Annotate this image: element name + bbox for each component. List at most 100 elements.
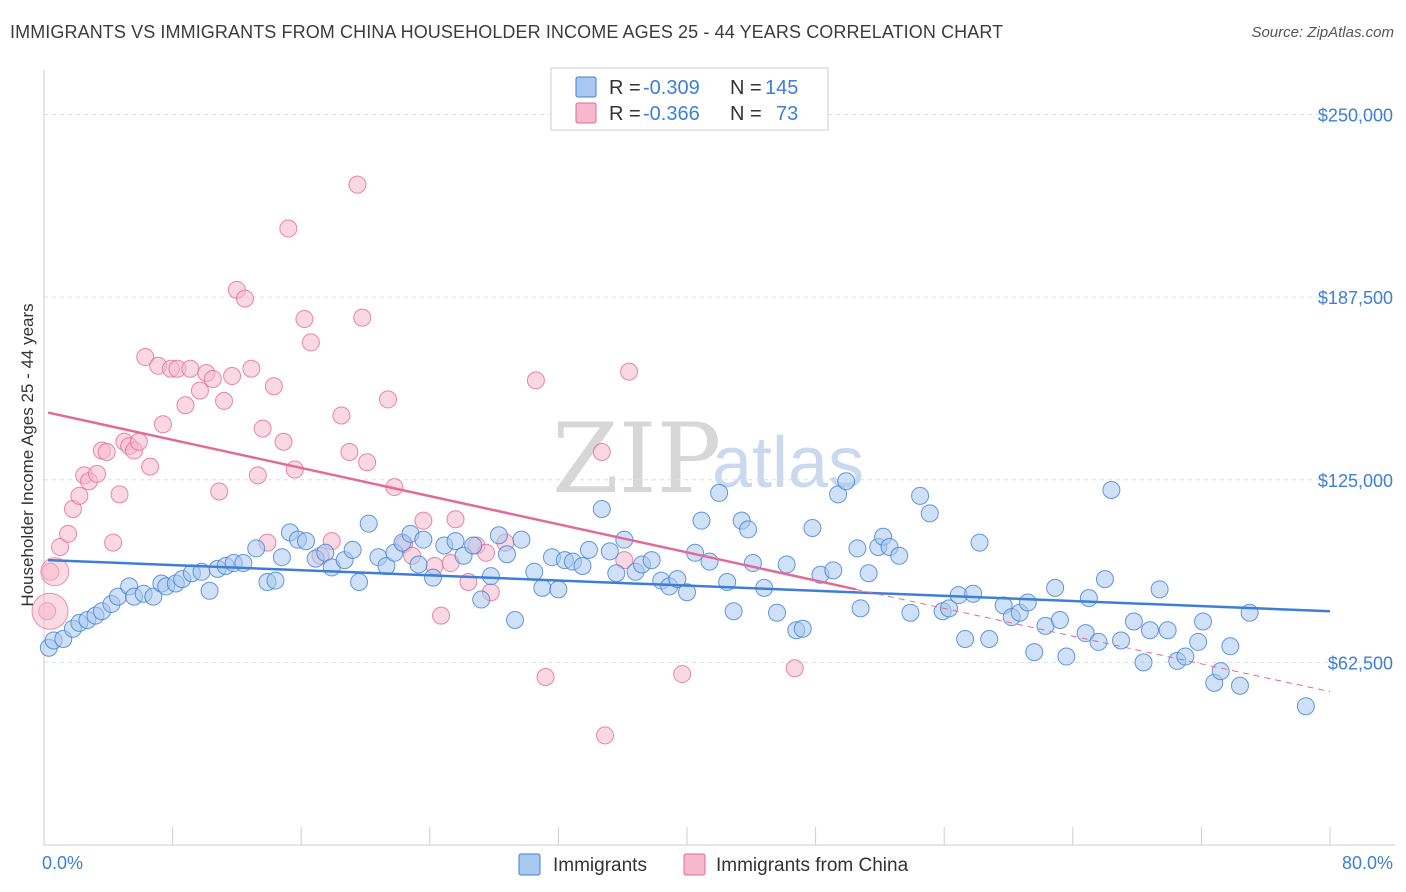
immigrants-point — [956, 630, 975, 649]
immigrants-point — [549, 580, 568, 599]
immigrants-point — [1057, 647, 1076, 666]
immigrants-point — [600, 542, 619, 561]
china-point — [358, 453, 377, 472]
immigrants-point — [297, 532, 316, 551]
immigrants-point — [1211, 662, 1230, 681]
legend-n-value-1: 145 — [765, 77, 798, 99]
china-point — [620, 362, 639, 381]
chart-source: Source: ZipAtlas.com — [1251, 24, 1394, 41]
immigrants-point — [533, 578, 552, 597]
china-point — [414, 511, 433, 530]
immigrants-point — [512, 530, 531, 549]
immigrants-point — [607, 564, 626, 583]
immigrants-point — [247, 539, 266, 558]
immigrants-point — [409, 555, 428, 574]
china-point — [203, 369, 222, 388]
china-point — [295, 310, 314, 329]
china-point — [673, 665, 692, 684]
immigrants-point — [859, 564, 878, 583]
legend-frame — [550, 67, 829, 131]
china-point — [141, 457, 160, 476]
china-point — [181, 359, 200, 378]
immigrants-point — [1018, 593, 1037, 612]
immigrants-point — [489, 526, 508, 545]
immigrants-point — [848, 539, 867, 558]
immigrants-point — [350, 573, 369, 592]
immigrants-point — [1230, 676, 1249, 695]
immigrants-point — [464, 536, 483, 555]
immigrants-point — [1134, 653, 1153, 672]
legend-swatch-blue — [575, 76, 597, 98]
immigrants-point — [1089, 632, 1108, 651]
china-point — [176, 396, 195, 415]
china-point — [332, 406, 351, 425]
immigrants-trend-line — [47, 558, 1331, 613]
immigrants-point — [739, 520, 758, 539]
immigrants-point — [777, 555, 796, 574]
immigrants-point — [837, 472, 856, 491]
china-point — [223, 367, 242, 386]
china-point — [215, 391, 234, 410]
immigrants-point — [1140, 621, 1159, 640]
legend-r-value-1: -0.309 — [643, 77, 700, 99]
china-point — [253, 419, 272, 438]
immigrants-point — [592, 499, 611, 518]
china-point — [379, 390, 398, 409]
china-point — [190, 381, 209, 400]
china-point — [592, 443, 611, 462]
immigrants-point — [710, 483, 729, 502]
china-point — [59, 524, 78, 543]
immigrants-point — [1076, 624, 1095, 643]
immigrants-point — [200, 581, 219, 600]
immigrants-point — [481, 567, 500, 586]
china-point — [264, 377, 283, 396]
immigrants-point — [525, 562, 544, 581]
immigrants-point — [803, 518, 822, 537]
china-point — [129, 432, 148, 451]
china-point — [279, 219, 298, 238]
china-point — [248, 466, 267, 485]
china-point — [235, 289, 254, 308]
y-tick-label: $62,500 — [1328, 653, 1393, 673]
china-point — [285, 460, 304, 479]
legend-n-label-2: N = — [730, 103, 762, 125]
immigrants-point — [980, 630, 999, 649]
immigrants-point — [824, 561, 843, 580]
y-tick-labels: $62,500 $125,000 $187,500 $250,000 — [1318, 106, 1393, 674]
china-point — [536, 667, 555, 686]
immigrants-point — [472, 590, 491, 609]
immigrants-point — [1124, 612, 1143, 631]
china-point — [51, 537, 70, 556]
chart-title: IMMIGRANTS VS IMMIGRANTS FROM CHINA HOUS… — [10, 22, 1004, 42]
immigrants-point — [1176, 647, 1195, 666]
china-point — [432, 606, 451, 625]
china-point — [136, 348, 155, 367]
china-point — [110, 485, 129, 504]
x-tick-label-max: 80.0% — [1342, 853, 1393, 873]
legend-r-label-2: R = — [609, 103, 641, 125]
immigrants-point — [692, 511, 711, 530]
immigrants-point — [724, 602, 743, 621]
china-point — [97, 443, 116, 462]
immigrants-point — [829, 485, 848, 504]
china-point — [446, 510, 465, 529]
watermark-zip: ZIP — [552, 403, 721, 515]
bottom-legend-label-china: Immigrants from China — [716, 855, 909, 876]
china-point — [153, 415, 172, 434]
immigrants-point — [793, 619, 812, 638]
immigrants-point — [768, 603, 787, 622]
y-axis-title: Householder Income Ages 25 - 44 years — [18, 303, 37, 606]
china-point — [210, 482, 229, 501]
legend-box: R = -0.309 N = 145 R = -0.366 N = 73 — [550, 67, 829, 131]
bottom-legend: Immigrants Immigrants from China — [518, 853, 909, 876]
immigrants-point — [573, 556, 592, 575]
immigrants-point — [505, 611, 524, 630]
china-point — [70, 486, 89, 505]
legend-swatch-pink — [575, 102, 597, 124]
legend-r-value-2: -0.366 — [643, 103, 700, 125]
legend-n-value-2: 73 — [776, 103, 798, 125]
immigrants-point — [1102, 480, 1121, 499]
immigrants-point — [668, 570, 687, 589]
immigrants-point — [343, 540, 362, 559]
immigrants-point — [1025, 643, 1044, 662]
